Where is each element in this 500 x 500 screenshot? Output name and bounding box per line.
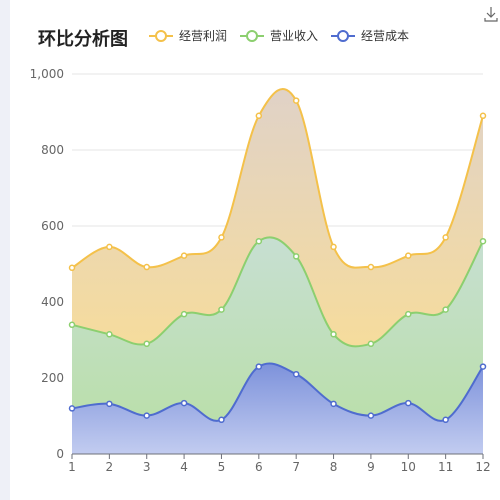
y-tick-label: 1,000 — [30, 67, 64, 81]
data-point-profit[interactable] — [255, 112, 263, 120]
data-point-revenue[interactable] — [405, 310, 412, 318]
data-point-revenue[interactable] — [255, 237, 263, 245]
legend-item-revenue[interactable]: 营业收入 — [239, 27, 318, 44]
data-point-profit[interactable] — [367, 263, 375, 271]
x-tick-label: 4 — [180, 460, 188, 474]
download-icon[interactable] — [484, 6, 498, 22]
data-point-cost[interactable] — [479, 363, 487, 370]
x-tick-label: 3 — [143, 460, 151, 474]
x-tick-label: 7 — [292, 460, 300, 474]
legend-label-revenue: 营业收入 — [270, 29, 319, 43]
data-point-revenue[interactable] — [292, 253, 300, 260]
y-tick-label: 0 — [56, 447, 64, 461]
data-point-revenue[interactable] — [218, 306, 225, 313]
data-point-cost[interactable] — [255, 363, 263, 370]
legend-item-profit[interactable]: 经营利润 — [148, 27, 227, 44]
y-tick-label: 400 — [41, 295, 64, 309]
data-point-revenue[interactable] — [106, 331, 113, 338]
data-point-profit[interactable] — [180, 252, 188, 259]
data-point-profit[interactable] — [442, 234, 449, 241]
series-area-revenue — [72, 237, 483, 454]
x-tick-label: 2 — [106, 460, 114, 474]
data-point-revenue[interactable] — [442, 306, 449, 313]
x-tick-label: 11 — [438, 460, 453, 474]
x-tick-label: 8 — [330, 460, 338, 474]
data-point-revenue[interactable] — [367, 340, 375, 348]
y-tick-label: 800 — [41, 143, 64, 157]
data-point-cost[interactable] — [292, 370, 300, 378]
data-point-cost[interactable] — [68, 405, 76, 412]
data-point-profit[interactable] — [218, 234, 225, 241]
data-point-cost[interactable] — [218, 416, 225, 424]
data-point-cost[interactable] — [367, 412, 375, 419]
data-point-cost[interactable] — [330, 400, 337, 408]
legend-revenue-icon — [240, 29, 265, 42]
data-point-profit[interactable] — [292, 97, 300, 104]
chart-title: 环比分析图 — [38, 29, 128, 50]
data-point-cost[interactable] — [405, 399, 412, 407]
data-point-revenue[interactable] — [68, 321, 76, 329]
y-tick-label: 600 — [41, 219, 64, 233]
x-tick-label: 5 — [218, 460, 226, 474]
series-area-cost — [72, 363, 483, 454]
data-point-revenue[interactable] — [180, 310, 188, 318]
data-point-profit[interactable] — [143, 263, 150, 271]
x-tick-label: 10 — [401, 460, 416, 474]
data-point-cost[interactable] — [442, 416, 449, 424]
legend-item-cost[interactable]: 经营成本 — [330, 27, 409, 44]
x-tick-label: 6 — [255, 460, 263, 474]
data-point-profit[interactable] — [405, 252, 412, 259]
legend-cost-icon — [331, 29, 356, 42]
x-tick-label: 12 — [475, 460, 490, 474]
data-point-profit[interactable] — [68, 264, 76, 272]
data-point-cost[interactable] — [180, 399, 188, 407]
data-point-cost[interactable] — [143, 412, 150, 419]
legend-label-cost: 经营成本 — [361, 29, 410, 43]
x-tick-label: 9 — [367, 460, 375, 474]
data-point-revenue[interactable] — [479, 237, 487, 245]
data-point-profit[interactable] — [479, 112, 487, 120]
data-point-cost[interactable] — [106, 400, 113, 408]
legend-profit-icon — [149, 29, 173, 42]
y-tick-label: 200 — [41, 371, 64, 385]
data-point-profit[interactable] — [106, 243, 113, 251]
legend-label-profit: 经营利润 — [179, 29, 228, 43]
legend: 经营利润 营业收入 经营成本 — [148, 27, 421, 44]
data-point-revenue[interactable] — [330, 331, 337, 338]
data-point-profit[interactable] — [330, 243, 337, 251]
data-point-revenue[interactable] — [143, 340, 150, 348]
x-tick-label: 1 — [68, 460, 76, 474]
